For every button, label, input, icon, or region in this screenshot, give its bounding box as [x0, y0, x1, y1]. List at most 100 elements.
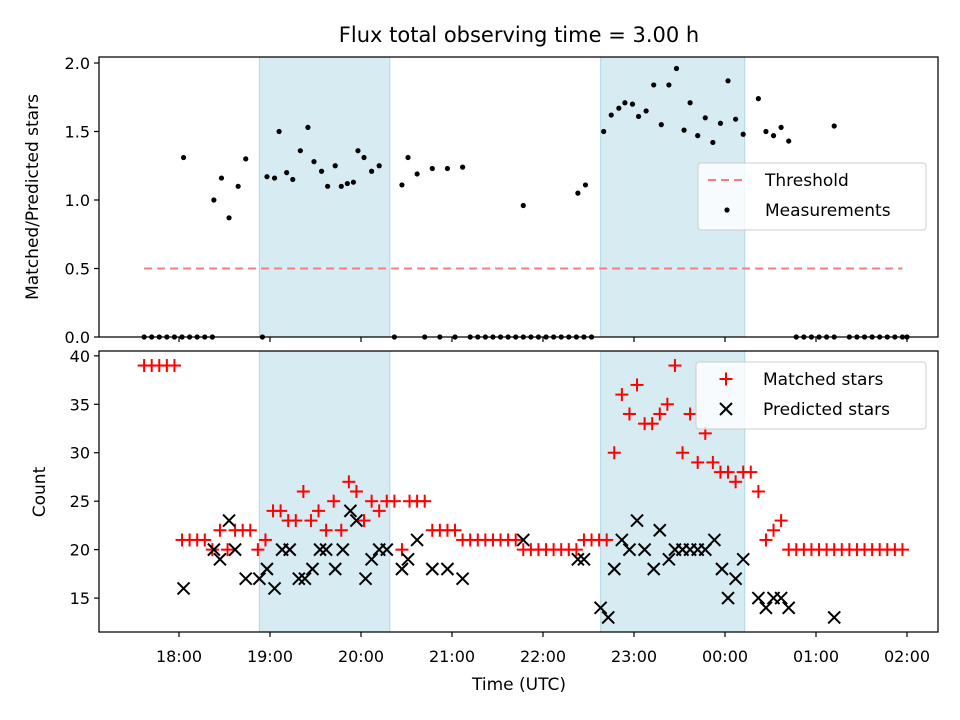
- measurement-point: [332, 163, 338, 169]
- predicted-star-marker: [607, 562, 621, 576]
- matched-star-marker: [509, 533, 523, 547]
- marker-stroke: [207, 542, 221, 557]
- y-tick-label: 20: [70, 541, 90, 560]
- measurement-point: [687, 100, 693, 106]
- measurement-point: [376, 163, 382, 169]
- marker-stroke: [759, 601, 773, 615]
- measurement-point: [350, 179, 357, 185]
- matched-star-marker: [774, 514, 788, 528]
- y-tick-label: 15: [70, 589, 90, 608]
- matched-star-marker: [274, 504, 288, 518]
- measurement-point: [325, 183, 331, 189]
- matched-star-marker: [600, 533, 614, 547]
- measurement-point: [695, 133, 701, 139]
- predicted-star-marker: [774, 591, 788, 605]
- matched-star-marker: [213, 523, 227, 537]
- matched-star-marker: [683, 407, 697, 421]
- marker-stroke: [571, 552, 585, 567]
- matched-star-marker: [365, 494, 379, 508]
- x-tick-label: 22:00: [520, 647, 566, 666]
- matched-star-marker: [205, 543, 219, 557]
- predicted-star-marker: [410, 533, 424, 547]
- matched-star-marker: [569, 543, 583, 557]
- measurement-point: [297, 148, 303, 154]
- marker-stroke: [176, 581, 191, 596]
- predicted-star-marker: [349, 513, 364, 528]
- predicted-star-marker: [395, 562, 409, 576]
- measurement-point: [740, 131, 746, 137]
- matched-star-marker: [660, 397, 674, 411]
- bottom-x-ticks: 18:00 19:00 20:00 21:00 22:00 23:00 00:00 01:00…: [156, 632, 930, 666]
- predicted-star-marker: [343, 504, 358, 518]
- marker-stroke: [607, 562, 621, 576]
- marker-stroke: [637, 542, 652, 557]
- measurement-point: [226, 215, 232, 221]
- predicted-star-marker: [283, 542, 297, 557]
- marker-stroke: [577, 552, 591, 567]
- predicted-star-marker: [364, 552, 379, 567]
- marker-stroke: [455, 571, 470, 586]
- marker-stroke: [593, 601, 608, 615]
- x-tick-label: 00:00: [702, 647, 748, 666]
- predicted-star-marker: [260, 562, 274, 576]
- matched-star-marker: [615, 388, 629, 402]
- matched-star-marker: [630, 378, 644, 392]
- marker-stroke: [401, 552, 415, 567]
- predicted-star-marker: [715, 562, 729, 576]
- predicted-star-marker: [328, 562, 342, 576]
- marker-stroke: [298, 571, 312, 586]
- marker-stroke: [239, 571, 253, 586]
- marker-stroke: [222, 513, 236, 528]
- marker-stroke: [728, 571, 743, 586]
- matched-star-marker: [312, 504, 326, 518]
- predicted-star-marker: [516, 533, 530, 547]
- marker-stroke: [267, 581, 282, 596]
- measurement-point: [305, 124, 311, 130]
- marker-stroke: [707, 533, 722, 547]
- bottom-shaded-intervals: [258, 350, 746, 633]
- marker-stroke: [364, 552, 379, 567]
- marker-stroke: [410, 533, 424, 547]
- predicted-star-marker: [759, 601, 773, 615]
- measurement-point: [311, 159, 317, 165]
- measurement-point: [733, 116, 739, 122]
- marker-stroke: [283, 542, 297, 557]
- y-tick-label: 25: [70, 492, 90, 511]
- bottom-legend: Matched stars Predicted stars: [695, 361, 927, 430]
- measurement-point: [264, 174, 270, 180]
- top-x-ticks: [178, 337, 908, 342]
- marker-stroke: [751, 591, 766, 605]
- matched-star-marker: [342, 475, 356, 489]
- predicted-star-marker: [647, 562, 661, 576]
- measurement-point: [211, 197, 217, 203]
- marker-stroke: [349, 513, 364, 528]
- measurement-point: [369, 168, 375, 174]
- matched-star-marker: [243, 523, 257, 537]
- marker-stroke: [343, 504, 358, 518]
- measurement-point: [582, 182, 589, 188]
- measurement-point: [575, 190, 581, 196]
- bottom-panel: 15 20 25 30 35 40 18:00 19:00 20:00 21:00 22:00 23…: [30, 347, 939, 695]
- top-panel: 0.00.51.01.52.0 Matched/Predicted stars …: [23, 54, 939, 347]
- predicted-star-marker: [615, 533, 629, 547]
- measurement-point: [429, 165, 435, 172]
- matched-star-marker: [448, 523, 462, 537]
- x-tick-label: 20:00: [338, 647, 384, 666]
- predicted-star-marker: [622, 542, 637, 557]
- top-legend: Threshold Measurements: [697, 162, 927, 231]
- measurement-point: [658, 122, 664, 128]
- measurement-point: [616, 105, 622, 111]
- marker-stroke: [336, 542, 350, 557]
- predicted-star-marker: [653, 523, 667, 537]
- y-tick-label: 30: [70, 444, 90, 463]
- y-tick-label: 40: [70, 347, 90, 366]
- predicted-star-marker: [228, 542, 242, 557]
- marker-stroke: [516, 533, 530, 547]
- y-tick-label: 1.0: [65, 191, 90, 210]
- measurement-point: [710, 139, 716, 146]
- matched-star-marker: [676, 446, 690, 460]
- predicted-star-marker: [176, 581, 191, 596]
- measurement-point: [414, 171, 420, 177]
- measurement-point: [284, 170, 290, 176]
